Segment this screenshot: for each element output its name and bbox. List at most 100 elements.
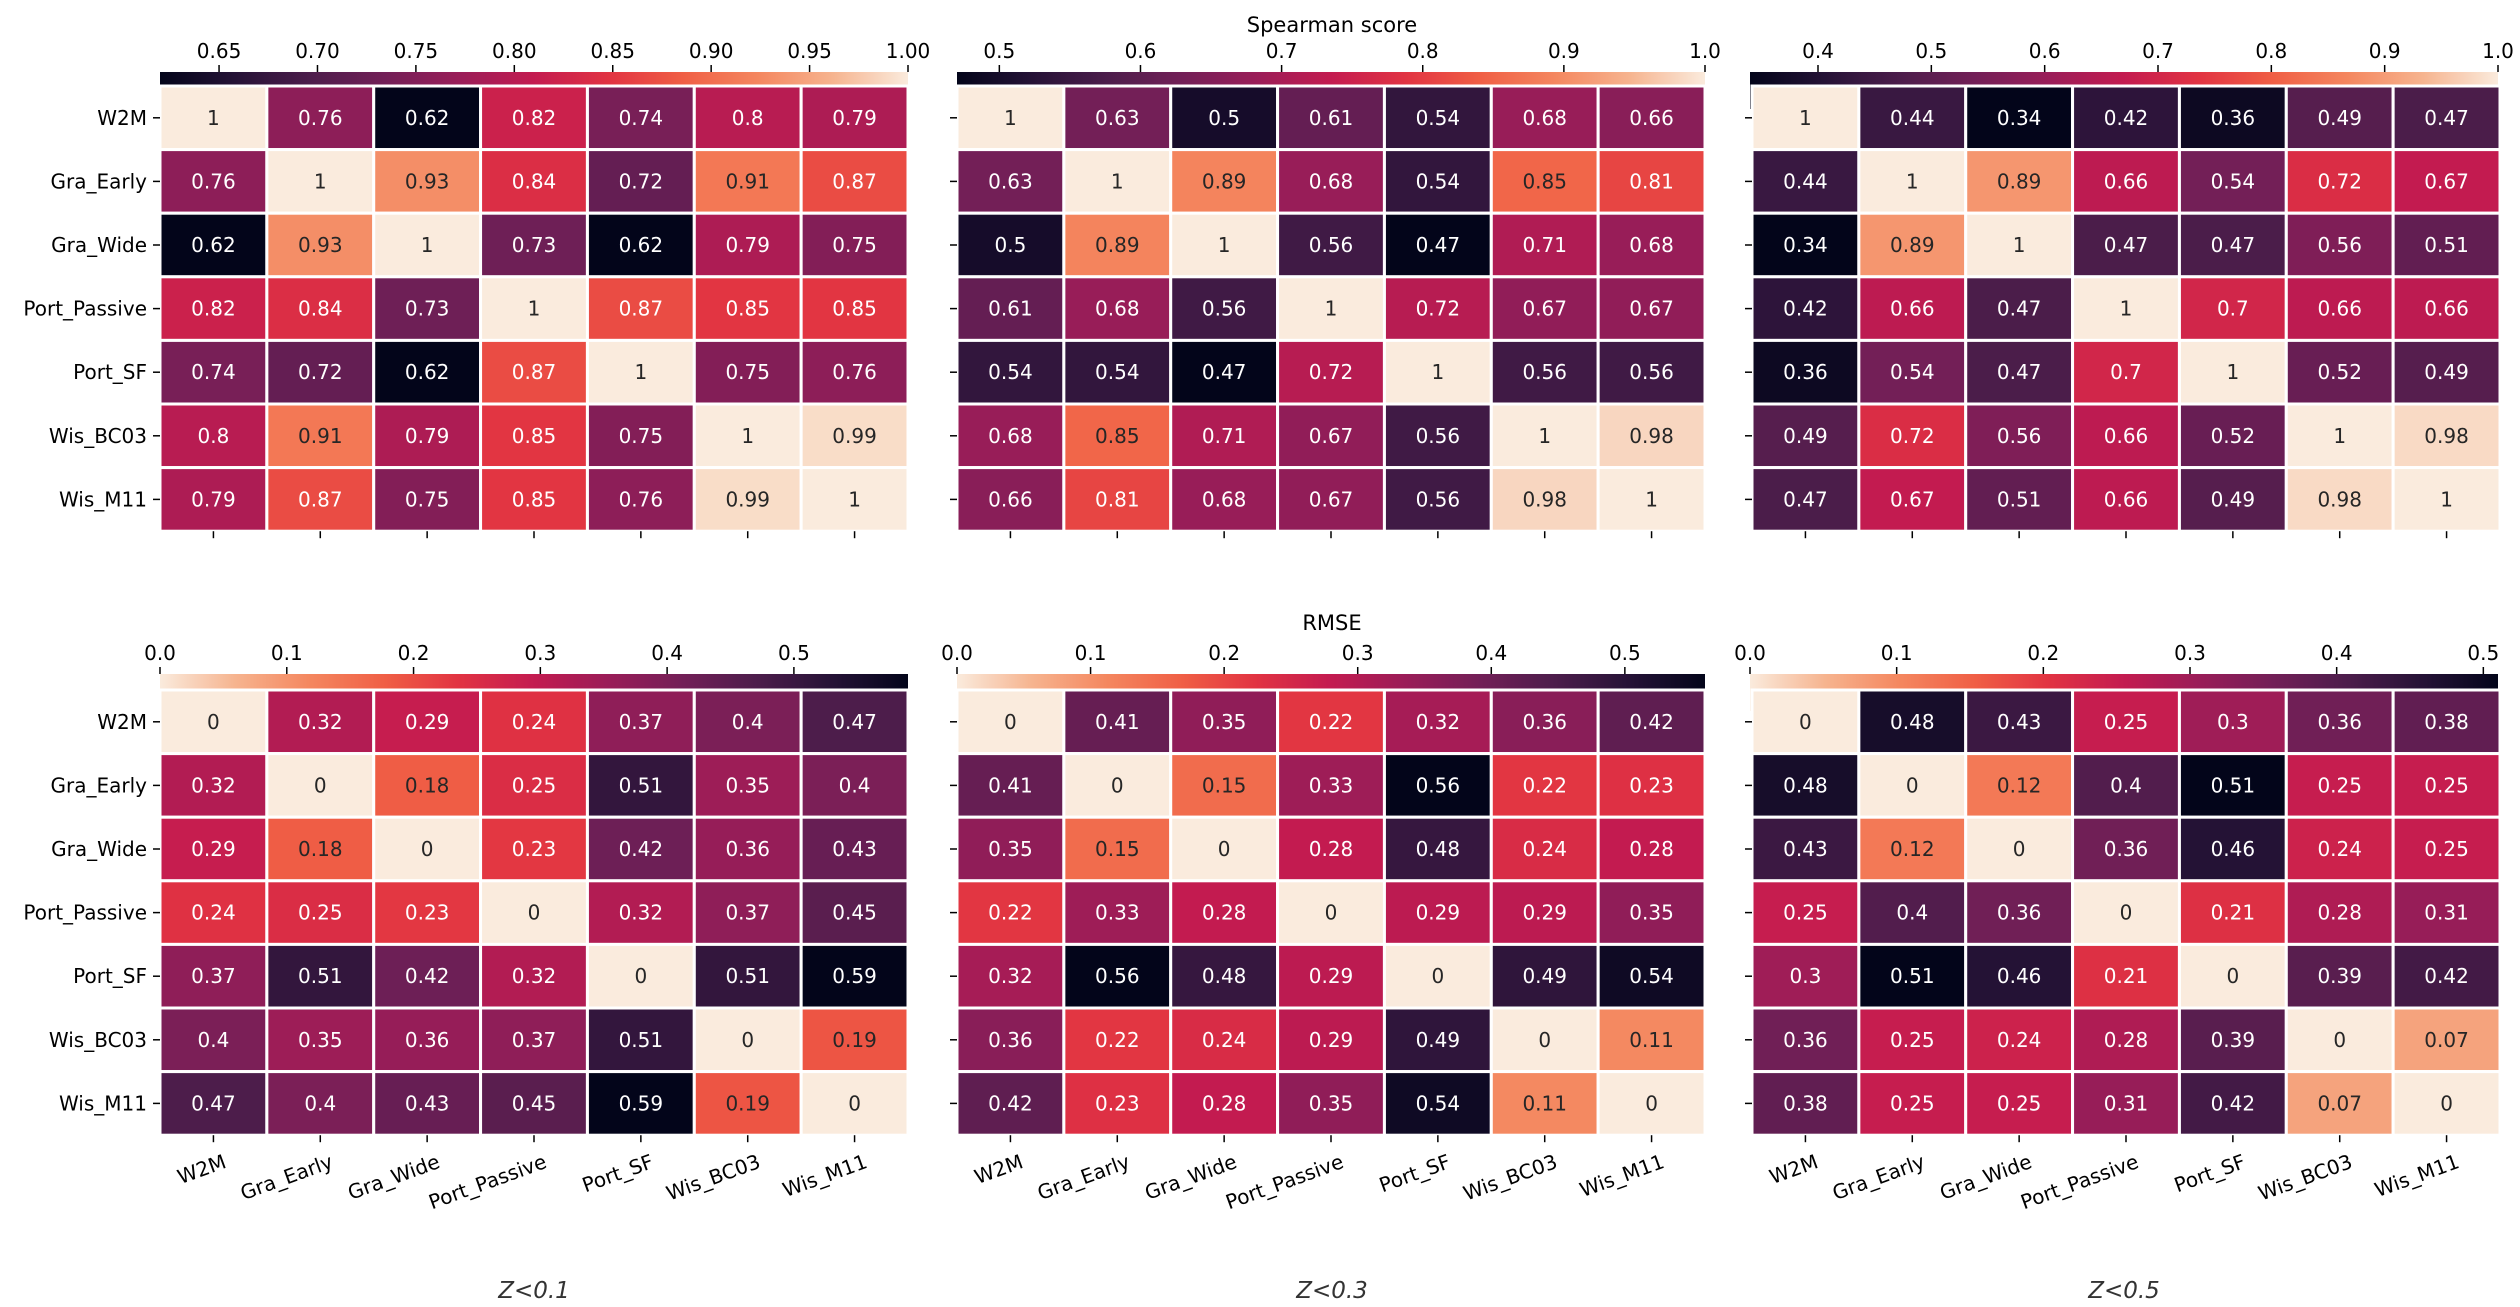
cell-label-2-2-3: 0.47 xyxy=(2104,233,2149,257)
heatmap-cell-0-6-3 xyxy=(479,466,589,533)
colorbar-tick-label-5-0: 0.0 xyxy=(1734,641,1766,665)
cell-label-3-2-4: 0.42 xyxy=(619,837,664,861)
cell-label-4-5-6: 0.11 xyxy=(1629,1028,1674,1052)
x-label-5-3: Port_Passive xyxy=(2017,1149,2141,1214)
cell-label-4-5-0: 0.36 xyxy=(988,1028,1033,1052)
cell-label-2-6-0: 0.47 xyxy=(1783,487,1828,511)
heatmap-cell-2-5-1 xyxy=(1857,402,1968,470)
heatmap-cell-3-0-6 xyxy=(799,688,910,756)
cell-label-5-0-2: 0.43 xyxy=(1997,710,2042,734)
cell-label-5-2-6: 0.25 xyxy=(2424,837,2469,861)
heatmap-cell-5-5-6 xyxy=(2391,1006,2502,1074)
cell-label-3-3-0: 0.24 xyxy=(191,901,236,925)
cell-label-3-5-5: 0 xyxy=(741,1028,754,1052)
heatmap-cell-2-6-3 xyxy=(2071,466,2181,533)
cell-label-2-6-4: 0.49 xyxy=(2211,487,2256,511)
heatmap-cell-1-3-2 xyxy=(1169,275,1280,342)
heatmap-cell-5-0-5 xyxy=(2284,688,2395,756)
colorbar-tick-label-4-3: 0.3 xyxy=(1342,641,1374,665)
heatmap-cell-4-4-0 xyxy=(955,942,1066,1010)
rmse-colorbar-title: RMSE xyxy=(1302,611,1361,635)
cell-label-0-6-1: 0.87 xyxy=(298,487,343,511)
heatmap-cell-3-6-1 xyxy=(265,1070,376,1137)
y-label-5: Wis_BC03 xyxy=(49,424,147,448)
cell-label-2-3-2: 0.47 xyxy=(1997,297,2042,321)
cell-label-2-1-5: 0.72 xyxy=(2317,169,2362,193)
cell-label-4-1-4: 0.56 xyxy=(1416,773,1461,797)
heatmap-cell-2-2-3 xyxy=(2071,211,2181,279)
cell-label-2-4-2: 0.47 xyxy=(1997,360,2042,384)
heatmap-cell-3-4-5 xyxy=(692,942,803,1010)
heatmap-cell-1-3-4 xyxy=(1382,275,1493,342)
x-label-4-3: Port_Passive xyxy=(1222,1149,1346,1214)
colorbar-tick-label-0-4: 0.85 xyxy=(590,39,635,63)
cell-label-3-6-4: 0.59 xyxy=(619,1091,664,1115)
cell-label-1-2-3: 0.56 xyxy=(1309,233,1354,257)
colorbar-tick-label-1-1: 0.6 xyxy=(1125,39,1157,63)
cell-label-3-1-2: 0.18 xyxy=(405,773,450,797)
cell-label-1-3-5: 0.67 xyxy=(1522,297,1567,321)
y-label-2: Gra_Wide xyxy=(51,233,147,257)
cell-label-0-5-2: 0.79 xyxy=(405,424,450,448)
cell-label-1-1-2: 0.89 xyxy=(1202,169,1247,193)
cell-label-3-6-2: 0.43 xyxy=(405,1091,450,1115)
cell-label-0-3-1: 0.84 xyxy=(298,297,343,321)
cell-label-3-4-1: 0.51 xyxy=(298,964,343,988)
cell-label-3-0-5: 0.4 xyxy=(732,710,764,734)
colorbar-tick-label-3-5: 0.5 xyxy=(778,641,810,665)
cell-label-1-2-5: 0.71 xyxy=(1522,233,1567,257)
cell-label-3-2-2: 0 xyxy=(421,837,434,861)
cell-label-5-5-3: 0.28 xyxy=(2104,1028,2149,1052)
colorbar-tick-label-3-3: 0.3 xyxy=(524,641,556,665)
heatmap-cell-4-2-0 xyxy=(955,815,1066,883)
x-label-3-0: W2M xyxy=(174,1149,229,1189)
heatmap-cell-1-2-4 xyxy=(1382,211,1493,279)
cell-label-3-2-3: 0.23 xyxy=(512,837,557,861)
heatmap-panel-1: 0.5 0.6 0.7 0.8 0.9 1.0 1 0.63 0.5 0.61 0.54 0.68 0.… xyxy=(950,39,1721,539)
x-label-4-6: Wis_M11 xyxy=(1576,1149,1667,1202)
cell-label-0-0-6: 0.79 xyxy=(832,106,877,130)
cell-label-0-2-5: 0.79 xyxy=(725,233,770,257)
cell-label-2-4-5: 0.52 xyxy=(2317,360,2362,384)
cell-label-5-6-4: 0.42 xyxy=(2211,1091,2256,1115)
cell-label-2-0-4: 0.36 xyxy=(2211,106,2256,130)
heatmap-cell-0-4-6 xyxy=(799,338,910,406)
x-label-3-1: Gra_Early xyxy=(237,1149,336,1205)
cell-label-2-6-5: 0.98 xyxy=(2317,487,2362,511)
cell-label-4-6-4: 0.54 xyxy=(1416,1091,1461,1115)
cell-label-0-1-5: 0.91 xyxy=(725,169,770,193)
cell-label-5-1-3: 0.4 xyxy=(2110,773,2142,797)
heatmap-cell-5-1-2 xyxy=(1964,752,2075,819)
cell-label-0-2-3: 0.73 xyxy=(512,233,557,257)
cell-label-5-3-2: 0.36 xyxy=(1997,901,2042,925)
cell-label-1-6-0: 0.66 xyxy=(988,487,1033,511)
cell-label-2-3-6: 0.66 xyxy=(2424,297,2469,321)
y-label-2: Gra_Wide xyxy=(51,837,147,861)
cell-label-2-2-4: 0.47 xyxy=(2211,233,2256,257)
heatmap-cell-0-5-5 xyxy=(692,402,803,470)
colorbar-tick-label-5-1: 0.1 xyxy=(1881,641,1913,665)
cell-label-1-2-1: 0.89 xyxy=(1095,233,1140,257)
colorbar-tick-label-1-2: 0.7 xyxy=(1266,39,1298,63)
heatmap-cell-4-3-5 xyxy=(1489,879,1600,946)
cell-label-1-4-3: 0.72 xyxy=(1309,360,1354,384)
heatmap-cell-3-2-2 xyxy=(372,815,483,883)
cell-label-4-6-1: 0.23 xyxy=(1095,1091,1140,1115)
x-label-3-4: Port_SF xyxy=(579,1149,657,1197)
cell-label-1-0-0: 1 xyxy=(1004,106,1017,130)
heatmap-cell-2-2-1 xyxy=(1857,211,1968,279)
cell-label-3-4-6: 0.59 xyxy=(832,964,877,988)
cell-label-5-3-3: 0 xyxy=(2120,901,2133,925)
x-label-4-5: Wis_BC03 xyxy=(1460,1149,1560,1205)
cell-label-3-6-1: 0.4 xyxy=(304,1091,336,1115)
cell-label-2-4-0: 0.36 xyxy=(1783,360,1828,384)
cell-label-1-0-4: 0.54 xyxy=(1416,106,1461,130)
cell-label-5-2-4: 0.46 xyxy=(2211,837,2256,861)
cell-label-3-0-4: 0.37 xyxy=(619,710,664,734)
heatmap-cell-0-2-6 xyxy=(799,211,910,279)
cell-label-3-2-6: 0.43 xyxy=(832,837,877,861)
cell-label-2-6-3: 0.66 xyxy=(2104,487,2149,511)
colorbar-tick-label-2-5: 0.9 xyxy=(2369,39,2401,63)
heatmap-cell-1-4-6 xyxy=(1596,338,1707,406)
heatmap-cell-2-4-4 xyxy=(2177,338,2288,406)
